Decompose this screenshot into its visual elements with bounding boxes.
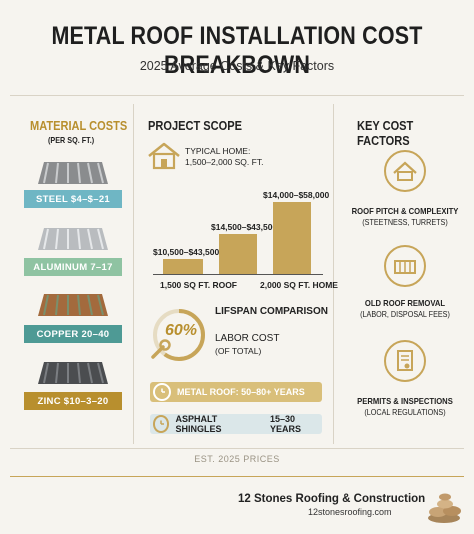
permits-document-icon <box>384 340 426 382</box>
material-costs-unit: (PER SQ. FT.) <box>48 135 95 145</box>
axis-label-large-home: 2,000 SQ FT. HOME <box>260 280 338 290</box>
roof-pitch-title: ROOF PITCH & COMPLEXITY <box>351 206 459 216</box>
project-scope-heading: PROJECT SCOPE <box>148 118 242 133</box>
permits-title: PERMITS & INSPECTIONS <box>357 396 453 406</box>
old-roof-removal-icon <box>384 245 426 287</box>
clock-icon <box>153 415 170 433</box>
asphalt-lifespan-pill: ASPHALT SHINGLES 15–30 YEARS <box>150 414 322 434</box>
asphalt-lifespan-years: 15–30 YEARS <box>269 414 301 434</box>
bar-large <box>273 202 311 274</box>
company-url: 12stonesroofing.com <box>308 507 392 517</box>
steel-cost-label: STEEL $4–$–21 <box>36 193 110 205</box>
column-divider-left <box>133 104 134 444</box>
header-divider <box>10 95 464 96</box>
metal-roof-lifespan-pill: METAL ROOF: 50–80+ YEARS <box>150 382 322 402</box>
aluminum-cost-tag: ALUMINUM 7–17 <box>24 258 122 276</box>
axis-label-small-roof: 1,500 SQ FT. ROOF <box>160 280 237 290</box>
labor-percent-value: 60% <box>165 322 198 339</box>
zinc-cost-label: ZINC $10–3–20 <box>37 395 109 407</box>
column-divider-right <box>333 104 334 444</box>
labor-cost-note: (OF TOTAL) <box>215 346 262 356</box>
aluminum-cost-label: ALUMINUM 7–17 <box>33 261 113 273</box>
asphalt-lifespan-label: ASPHALT SHINGLES <box>175 414 222 434</box>
old-roof-removal-title: OLD ROOF REMOVAL <box>364 298 446 308</box>
bar-small <box>163 259 203 274</box>
key-cost-factors-heading: KEY COST FACTORS <box>357 118 414 148</box>
page-title: METAL ROOF INSTALLATION COST BREAKBOWN <box>51 22 423 79</box>
steel-cost-tag: STEEL $4–$–21 <box>24 190 122 208</box>
wrench-icon <box>151 339 171 359</box>
footer-divider <box>10 448 464 449</box>
roof-pitch-icon <box>384 150 426 192</box>
bar-label-medium: $14,500–$43,500 <box>211 222 278 232</box>
labor-cost-label: LABOR COST <box>215 333 280 344</box>
clock-icon <box>153 383 171 401</box>
old-roof-removal-factor: OLD ROOF REMOVAL (LABOR, DISPOSAL FEES) <box>347 298 464 320</box>
labor-percent-ring <box>153 309 205 361</box>
permits-detail: (LOCAL REGULATIONS) <box>364 408 446 417</box>
footer-accent-line <box>10 476 464 477</box>
roof-pitch-detail: (STEETNESS, TURRETS) <box>362 218 448 227</box>
typical-home-label: TYPICAL HOME: <box>185 146 251 156</box>
metal-roof-lifespan-label: METAL ROOF: 50–80+ YEARS <box>177 387 305 397</box>
steel-panel-image <box>38 162 108 184</box>
typical-home-size: 1,500–2,000 SQ. FT. <box>185 157 264 167</box>
permits-factor: PERMITS & INSPECTIONS (LOCAL REGULATIONS… <box>347 396 464 418</box>
est-prices-note: EST. 2025 PRICES <box>194 454 280 464</box>
house-icon <box>148 142 180 170</box>
bar-axis <box>153 274 323 275</box>
bar-label-large: $14,000–$58,000 <box>263 190 330 200</box>
bar-label-small: $10,500–$43,500 <box>153 247 220 257</box>
copper-cost-label: COPPER 20–40 <box>36 328 110 340</box>
company-name: 12 Stones Roofing & Construction <box>238 493 426 505</box>
page-subtitle: 2025 Average Costs & Key Factors <box>139 59 335 73</box>
zinc-cost-tag: ZINC $10–3–20 <box>24 392 122 410</box>
stones-logo <box>428 493 461 523</box>
old-roof-removal-detail: (LABOR, DISPOSAL FEES) <box>360 310 450 319</box>
roof-pitch-factor: ROOF PITCH & COMPLEXITY (STEETNESS, TURR… <box>347 206 464 228</box>
aluminum-panel-image <box>38 228 108 250</box>
copper-panel-image <box>38 294 108 316</box>
copper-cost-tag: COPPER 20–40 <box>24 325 122 343</box>
bar-medium <box>219 234 257 274</box>
lifespan-comparison-heading: LIFSPAN COMPARISON <box>215 306 328 317</box>
material-costs-heading: MATERIAL COSTS <box>30 118 128 133</box>
zinc-panel-image <box>38 362 108 384</box>
